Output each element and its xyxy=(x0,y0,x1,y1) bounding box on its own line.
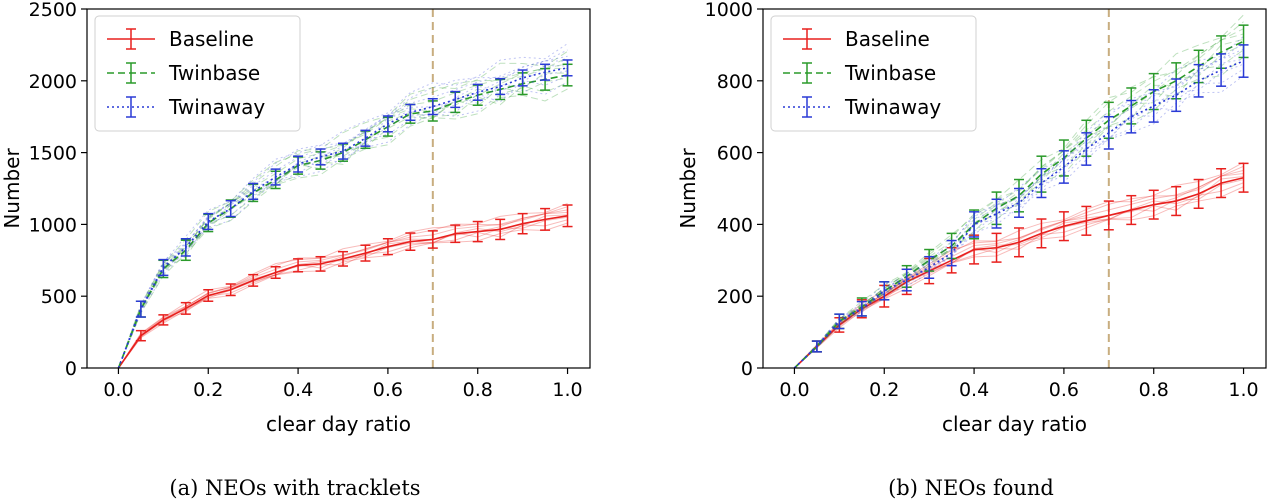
run-line xyxy=(117,72,568,369)
x-tick-label: 0.4 xyxy=(283,379,313,401)
y-tick-label: 0 xyxy=(65,358,77,380)
x-tick-label: 0.2 xyxy=(193,379,223,401)
legend-box xyxy=(94,15,301,132)
run-line xyxy=(117,55,568,369)
legend-label: Twinaway xyxy=(844,95,941,119)
y-tick-label: 500 xyxy=(41,286,77,308)
run-line xyxy=(117,50,568,369)
x-tick-label: 0.6 xyxy=(373,379,403,401)
run-line xyxy=(794,42,1244,369)
legend-label: Baseline xyxy=(169,27,254,51)
y-tick-label: 800 xyxy=(717,71,753,93)
y-tick-label: 2000 xyxy=(29,71,77,93)
legend-label: Twinbase xyxy=(168,61,260,85)
run-line xyxy=(117,49,568,369)
caption-a: (a) NEOs with tracklets xyxy=(169,476,420,500)
legend-label: Twinbase xyxy=(844,61,936,85)
series-twinaway xyxy=(793,35,1249,369)
legend: Baseline Twinbase Twinaway xyxy=(770,15,977,132)
y-tick-label: 600 xyxy=(717,143,753,165)
axes-frame xyxy=(86,8,591,369)
series-line xyxy=(793,40,1244,369)
x-axis-label: clear day ratio xyxy=(266,412,411,436)
series-twinaway xyxy=(117,43,573,369)
legend-box xyxy=(770,15,977,132)
y-tick-label: 1000 xyxy=(29,214,77,236)
y-axis-label: Number xyxy=(676,148,700,229)
y-tick-label: 200 xyxy=(717,286,753,308)
x-tick-label: 1.0 xyxy=(1228,379,1258,401)
y-tick-label: 1000 xyxy=(705,0,753,21)
y-tick-label: 0 xyxy=(741,358,753,380)
run-line xyxy=(117,75,568,369)
legend: Baseline Twinbase Twinaway xyxy=(94,15,301,132)
y-tick-label: 1500 xyxy=(29,143,77,165)
series-line xyxy=(117,67,568,369)
chart-panel-b: 0.0 0.2 0.4 0.6 0.8 1.0 0 200 400 600 800 1000 clear… xyxy=(676,0,1267,436)
legend-label: Baseline xyxy=(845,27,930,51)
x-tick-label: 0.2 xyxy=(869,379,899,401)
x-tick-label: 0.8 xyxy=(1139,379,1169,401)
run-line xyxy=(118,202,568,369)
run-line xyxy=(117,82,568,369)
x-tick-label: 1.0 xyxy=(552,379,582,401)
chart-panel-a: 0.0 0.2 0.4 0.6 0.8 1.0 0 500 1000 1500 2000 2500 cl… xyxy=(0,0,591,436)
axes-frame xyxy=(762,8,1267,369)
series-baseline xyxy=(117,202,573,369)
run-line xyxy=(794,75,1244,369)
y-axis-label: Number xyxy=(0,148,24,229)
run-line xyxy=(794,35,1244,369)
series-line xyxy=(793,60,1244,369)
x-tick-label: 0.4 xyxy=(959,379,989,401)
x-axis-label: clear day ratio xyxy=(942,412,1087,436)
y-tick-label: 2500 xyxy=(29,0,77,21)
run-line xyxy=(794,14,1244,369)
legend-label: Twinaway xyxy=(168,95,265,119)
caption-b: (b) NEOs found xyxy=(888,476,1054,500)
series-line xyxy=(117,74,568,369)
x-tick-label: 0.6 xyxy=(1049,379,1079,401)
y-tick-label: 400 xyxy=(717,214,753,236)
x-tick-label: 0.0 xyxy=(779,379,809,401)
run-line xyxy=(794,53,1244,369)
run-line xyxy=(117,43,568,369)
x-tick-label: 0.0 xyxy=(103,379,133,401)
x-tick-label: 0.8 xyxy=(463,379,493,401)
